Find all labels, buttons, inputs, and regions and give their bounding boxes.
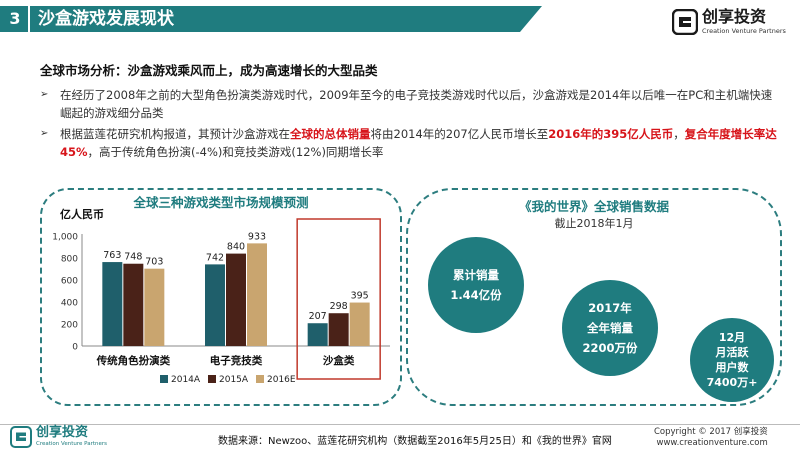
bullet-highlight: 复合年度增长率达45% xyxy=(60,127,777,159)
bullet-highlight: 全球的总体销量 xyxy=(290,127,371,141)
header-background xyxy=(0,6,520,32)
bullet-arrow-icon: ➢ xyxy=(40,89,49,100)
y-tick-label: 200 xyxy=(61,321,78,331)
footer-logo-icon xyxy=(10,426,32,448)
bar xyxy=(307,323,328,346)
legend-label: 2015A xyxy=(219,375,249,385)
bar-value-label: 933 xyxy=(248,231,266,242)
bar-value-label: 840 xyxy=(227,242,245,253)
brand-logo-name: 创享投资 xyxy=(702,7,767,26)
chart-title: 全球三种游戏类型市场规模预测 xyxy=(40,192,402,211)
page-title: 沙盒游戏发展现状 xyxy=(38,9,174,29)
bar-value-label: 763 xyxy=(103,250,121,261)
bullet-text: ， xyxy=(673,127,685,141)
brand-logo: 创享投资 Creation Venture Partners xyxy=(672,8,796,36)
circle-value: 1.44亿份 xyxy=(450,288,502,302)
bar-value-label: 207 xyxy=(309,311,327,322)
y-axis-label: 亿人民币 xyxy=(60,207,104,221)
circle-value: 2200万份 xyxy=(582,341,638,355)
x-category-label: 传统角色扮演类 xyxy=(96,354,171,367)
bullet-highlight: 2016年的395亿人民币 xyxy=(548,127,674,141)
bullet-list: ➢ 在经历了2008年之前的大型角色扮演类游戏时代，2009年至今的电子竞技类游… xyxy=(38,86,778,164)
bullet-arrow-icon: ➢ xyxy=(40,128,49,139)
bar-value-label: 748 xyxy=(124,252,142,263)
circle-label: 12月 xyxy=(718,331,746,344)
bullet-text: ，高于传统角色扮演(-4%)和竞技类游戏(12%)同期增长率 xyxy=(87,145,384,159)
brand-logo-english: Creation Venture Partners xyxy=(702,27,786,35)
section-subtitle: 全球市场分析：沙盒游戏乘风而上，成为高速增长的大型品类 xyxy=(40,63,378,78)
copyright-text: Copyright © 2017 创享投资 xyxy=(654,427,768,437)
circle-label: 全年销量 xyxy=(587,321,633,335)
bullet-text: 根据蓝莲花研究机构报道，其预计沙盒游戏在 xyxy=(60,127,290,141)
y-tick-label: 600 xyxy=(61,277,78,287)
bar xyxy=(123,263,144,346)
circle-label: 月活跃 xyxy=(715,346,749,359)
sales-panel-title: 《我的世界》全球销售数据 xyxy=(518,199,669,214)
copyright-block: Copyright © 2017 创享投资 www.creationventur… xyxy=(654,427,768,449)
circle-value: 7400万+ xyxy=(706,376,758,389)
x-category-label: 电子竞技类 xyxy=(210,354,263,367)
circle-label: 用户数 xyxy=(715,361,749,374)
chart-title-text: 全球三种游戏类型市场规模预测 xyxy=(127,195,315,210)
annual-sales-circle: 2017年 全年销量 2200万份 xyxy=(562,280,658,376)
x-category-label: 沙盒类 xyxy=(323,354,355,367)
legend-swatch xyxy=(160,375,168,383)
circle-label: 累计销量 xyxy=(453,268,499,282)
legend-label: 2016E xyxy=(267,375,296,385)
bullet-text: 将由2014年的207亿人民币增长至 xyxy=(370,127,549,141)
legend-swatch xyxy=(256,375,264,383)
active-users-circle: 12月 月活跃 用户数 7400万+ xyxy=(690,318,774,402)
section-number: 3 xyxy=(2,6,30,32)
header-angle-decoration xyxy=(520,6,542,32)
bar-value-label: 395 xyxy=(351,291,369,302)
bullet-text: 在经历了2008年之前的大型角色扮演类游戏时代，2009年至今的电子竞技类游戏时… xyxy=(60,88,773,120)
bar xyxy=(226,253,246,346)
y-tick-label: 0 xyxy=(72,343,78,353)
sales-panel xyxy=(406,188,782,406)
footer-logo-english: Creation Venture Partners xyxy=(36,441,107,447)
chart-panel xyxy=(40,188,402,406)
header-bar: 3 沙盒游戏发展现状 创享投资 Creation Venture Partner… xyxy=(0,0,800,42)
legend-swatch xyxy=(208,375,216,383)
bullet-item: ➢ 在经历了2008年之前的大型角色扮演类游戏时代，2009年至今的电子竞技类游… xyxy=(38,86,778,122)
footer-divider xyxy=(0,424,800,425)
brand-logo-icon xyxy=(672,9,698,35)
bar-value-label: 703 xyxy=(145,257,163,268)
circle-label: 2017年 xyxy=(588,301,632,315)
bar xyxy=(328,313,349,346)
y-tick-label: 400 xyxy=(61,299,78,309)
bar xyxy=(102,262,123,346)
market-size-chart: 亿人民币 0 200 400 600 800 1,000 763 748 703 传统角色扮演类 74… xyxy=(52,207,390,385)
bar xyxy=(247,243,267,346)
sales-panel-date: 截止2018年1月 xyxy=(554,217,634,230)
bar-value-label: 742 xyxy=(206,252,224,263)
bullet-item: ➢ 根据蓝莲花研究机构报道，其预计沙盒游戏在全球的总体销量将由2014年的207… xyxy=(38,125,778,161)
y-tick-label: 800 xyxy=(61,255,78,265)
total-sales-circle: 累计销量 1.44亿份 xyxy=(428,237,524,333)
footer-logo-name: 创享投资 xyxy=(36,425,89,440)
bar-value-label: 298 xyxy=(330,301,348,312)
bar xyxy=(205,264,225,346)
website-link[interactable]: www.creationventure.com xyxy=(656,438,768,448)
y-tick-label: 1,000 xyxy=(52,233,78,243)
legend-label: 2014A xyxy=(171,375,201,385)
bar xyxy=(349,302,370,346)
footer-logo: 创享投资 Creation Venture Partners xyxy=(10,424,130,450)
data-source-note: 数据来源：Newzoo、蓝莲花研究机构（数据截至2016年5月25日）和《我的世… xyxy=(218,436,612,447)
highlight-box xyxy=(296,218,381,380)
bar xyxy=(144,268,165,346)
